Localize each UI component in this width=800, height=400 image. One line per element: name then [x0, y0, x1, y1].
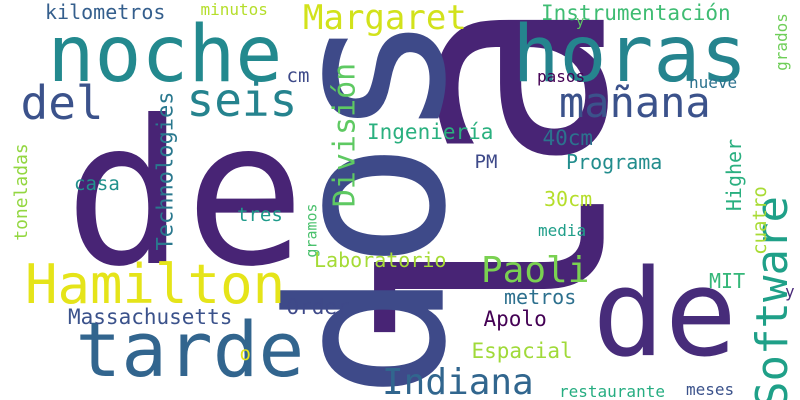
- word-tres: tres: [237, 203, 283, 226]
- word-grados: grados: [771, 13, 791, 71]
- word-de: de: [64, 78, 306, 311]
- word-metros: metros: [504, 285, 577, 309]
- word-hamilton: Hamilton: [25, 253, 286, 316]
- word-ingenieria: Ingeniería: [367, 119, 494, 144]
- word-cuatro: cuatro: [748, 185, 771, 255]
- word-restaurante: restaurante: [559, 382, 665, 400]
- word-massachusetts: Massachusetts: [68, 304, 233, 329]
- word-gramos: gramos: [302, 202, 321, 258]
- word-y: y: [785, 282, 795, 301]
- word-higher: Higher: [722, 138, 747, 212]
- word-o: o: [239, 342, 251, 365]
- word-mit: MIT: [709, 269, 746, 293]
- word-horas: horas: [512, 10, 748, 100]
- word-espacial: Espacial: [471, 338, 573, 363]
- word-y-small: y: [576, 14, 585, 30]
- word-nueve: nueve: [689, 73, 738, 92]
- word-apolo: Apolo: [483, 306, 547, 331]
- word-del: del: [20, 76, 104, 130]
- word-cm: cm: [286, 64, 310, 87]
- word-pasos: pasos: [537, 67, 586, 86]
- word-kilometros: kilometros: [45, 0, 166, 24]
- word-noche: noche: [47, 10, 283, 100]
- word-division: División: [326, 62, 362, 208]
- word-meses: meses: [686, 380, 735, 399]
- word-seis: seis: [186, 73, 298, 127]
- word-laboratorio: Laboratorio: [314, 248, 447, 272]
- word-30cm: 30cm: [544, 187, 593, 211]
- word-tarde: tarde: [75, 305, 305, 394]
- word-casa: casa: [74, 172, 120, 195]
- word-paoli: Paoli: [481, 250, 590, 291]
- word-de-lower: de: [592, 245, 738, 384]
- word-pm: PM: [474, 150, 498, 173]
- word-40cm: 40cm: [542, 125, 594, 150]
- word-media: media: [538, 221, 587, 240]
- word-minutos: minutos: [200, 0, 268, 19]
- word-toneladas: toneladas: [10, 143, 32, 241]
- word-indiana: Indiana: [382, 362, 534, 400]
- word-programa: Programa: [566, 150, 663, 174]
- word-margaret: Margaret: [303, 0, 467, 38]
- word-instrumentacion: Instrumentación: [541, 0, 731, 25]
- word-manana: mañana: [559, 78, 711, 127]
- word-order: Order: [286, 294, 350, 319]
- word-technologies: Technologies: [152, 91, 178, 251]
